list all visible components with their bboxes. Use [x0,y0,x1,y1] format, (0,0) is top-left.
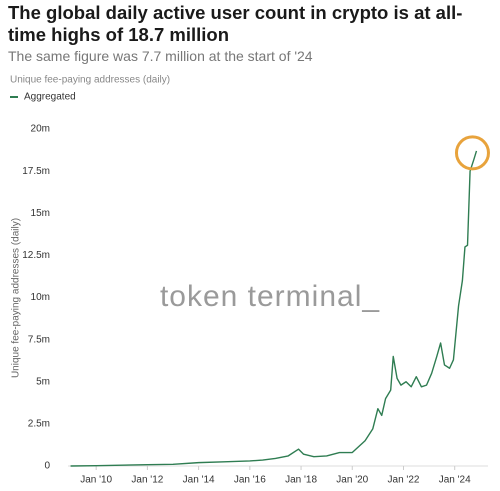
x-tick-label: Jan '10 [80,475,112,486]
y-tick-label: 10m [31,292,50,303]
data-line [70,150,478,467]
y-tick-label: 5m [36,376,50,387]
y-tick-label: 15m [31,208,50,219]
chart-title: The global daily active user count in cr… [8,2,463,45]
highlight-circle [454,135,490,171]
x-tick-label: Jan '18 [285,475,317,486]
y-axis-label: Unique fee-paying addresses (daily) [11,218,22,378]
y-tick-label: 17.5m [22,166,50,177]
caption: Unique fee-paying addresses (daily) [10,75,170,86]
legend-label: Aggregated [24,92,76,103]
x-tick-label: Jan '20 [336,475,368,486]
y-tick-label: 2.5m [28,419,50,430]
x-tick-label: Jan '24 [439,475,471,486]
y-tick-label: 20m [31,124,50,135]
y-tick-label: 12.5m [22,250,50,261]
x-tick-label: Jan '22 [388,475,420,486]
x-tick-label: Jan '16 [234,475,266,486]
watermark: token terminal_ [160,280,380,313]
x-tick-label: Jan '12 [131,475,163,486]
chart-subtitle: The same figure was 7.7 million at the s… [8,48,313,64]
y-tick-label: 0 [44,461,50,472]
y-tick-label: 7.5m [28,334,50,345]
x-tick-label: Jan '14 [183,475,215,486]
